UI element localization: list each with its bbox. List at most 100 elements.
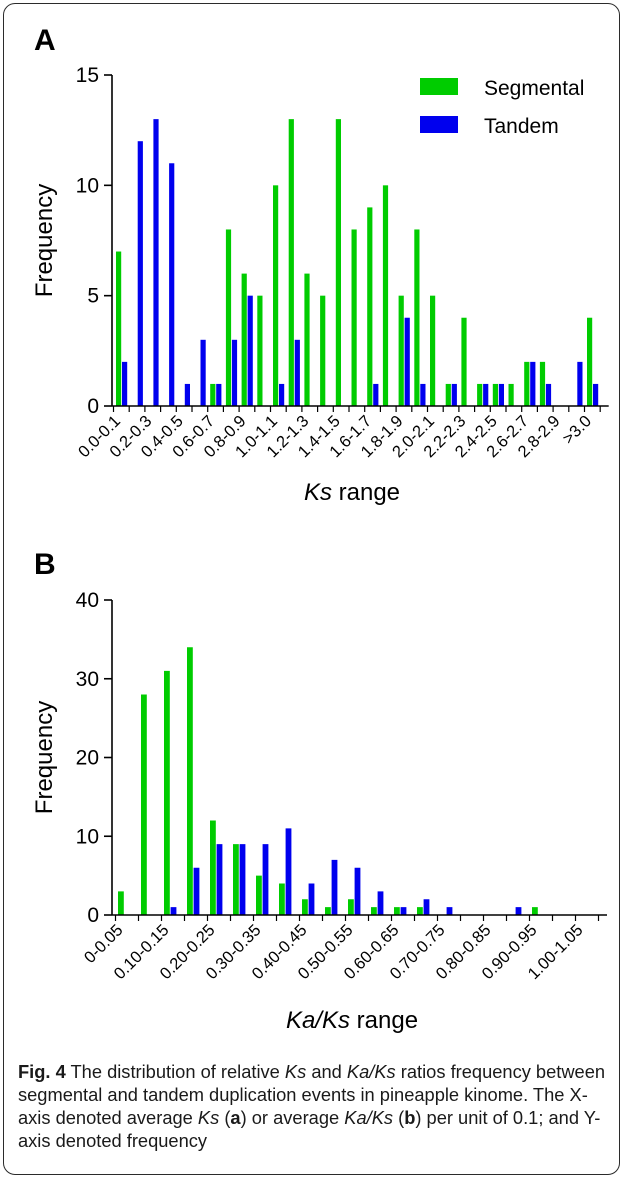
tandem-bar [193,867,200,915]
caption-text: ( [393,1107,405,1128]
segmental-bar [187,647,193,915]
tandem-bar [216,844,223,916]
y-tick-label: 5 [87,285,99,308]
legend-swatch-segmental [420,78,458,95]
segmental-bar [477,383,483,406]
segmental-bar [233,844,239,916]
caption-text: ratios frequency between segmental and t… [18,1061,606,1128]
y-tick-label: 40 [76,589,99,612]
tandem-bar [153,119,159,406]
tandem-bar [279,383,285,406]
tandem-bar [331,859,338,916]
tandem-bar [515,907,522,916]
tandem-bar [451,383,457,406]
segmental-bar [348,899,354,915]
segmental-bar [371,907,377,916]
segmental-bar [210,383,216,406]
tandem-bar [377,891,384,916]
segmental-bar [304,273,310,406]
panel-letter-b: B [34,548,56,581]
y-tick-label: 10 [76,174,99,197]
tandem-bar [247,295,253,406]
segmental-bar [367,207,373,406]
caption-text: ) or average [240,1107,345,1128]
panel-letter-a: A [34,24,56,57]
y-tick-label: 15 [76,64,99,87]
segmental-bar [273,185,279,406]
y-tick-label: 30 [76,668,99,691]
caption-panel-ref-b: b [404,1107,416,1128]
tandem-bar [262,844,269,916]
segmental-bar [118,891,124,916]
tandem-bar [169,163,175,406]
tandem-bar [137,141,143,406]
x-axis-label-italic: Ks [304,479,332,506]
y-axis-label: Frequency [31,701,58,814]
tandem-bar [483,383,489,406]
caption-fig-label: Fig. 4 [18,1061,66,1082]
x-axis-label-rest: range [350,1007,418,1034]
y-tick-label: 0 [87,395,99,418]
caption-ks: Ks [197,1107,220,1128]
tandem-bar [545,383,552,406]
y-axis-label: Frequency [31,184,58,297]
tandem-bar [577,361,583,406]
segmental-bar [256,875,262,916]
tandem-bar [216,383,222,406]
caption-text: and [306,1061,347,1082]
segmental-bar [302,899,308,915]
tandem-bar [239,844,246,916]
segmental-bar [398,295,404,406]
tandem-bar [420,383,426,406]
tandem-bar [446,907,453,916]
x-axis-label: Ks range [304,479,400,506]
tandem-bar [530,361,536,406]
segmental-bar [164,670,170,916]
segmental-bar [141,694,147,915]
caption-text: The distribution of relative [65,1061,285,1082]
segmental-bar [445,383,451,406]
figure-frame [3,3,620,1175]
segmental-bar [382,185,389,406]
segmental-bar [351,229,357,406]
segmental-bar [414,229,420,406]
caption-kaks: Ka/Ks [344,1107,394,1128]
caption-text: ) per unit of 0.1; and Y-axis denoted fr… [18,1107,601,1151]
tandem-bar [308,883,315,915]
segmental-bar [288,119,294,406]
segmental-bar [257,295,263,406]
segmental-bar [430,295,436,406]
segmental-bar [461,317,467,406]
legend-swatch-tandem [420,116,458,133]
tandem-bar [423,899,430,915]
caption-text: ( [219,1107,231,1128]
segmental-bar [210,820,216,915]
x-axis-label-italic: Ka/Ks [286,1007,350,1034]
tandem-bar [404,317,410,406]
tandem-bar [231,339,238,406]
segmental-bar [335,119,341,406]
tandem-bar [498,383,504,406]
y-tick-label: 10 [76,825,99,848]
segmental-bar [524,361,530,406]
legend-label-segmental: Segmental [484,77,584,100]
segmental-bar [532,907,538,916]
segmental-bar [241,273,247,406]
segmental-bar [492,383,498,406]
segmental-bar [394,907,400,916]
x-tick-label: >3.0 [559,412,595,448]
segmental-bar [508,383,514,406]
tandem-bar [122,361,128,406]
segmental-bar [587,317,593,406]
caption-panel-ref-a: a [230,1107,241,1128]
segmental-bar [116,251,122,406]
segmental-bar [417,907,423,916]
tandem-bar [354,867,361,915]
x-axis-label-rest: range [332,479,400,506]
segmental-bar [225,229,232,406]
tandem-bar [184,383,190,406]
tandem-bar [285,828,292,916]
tandem-bar [593,383,599,406]
y-tick-label: 20 [76,747,99,770]
